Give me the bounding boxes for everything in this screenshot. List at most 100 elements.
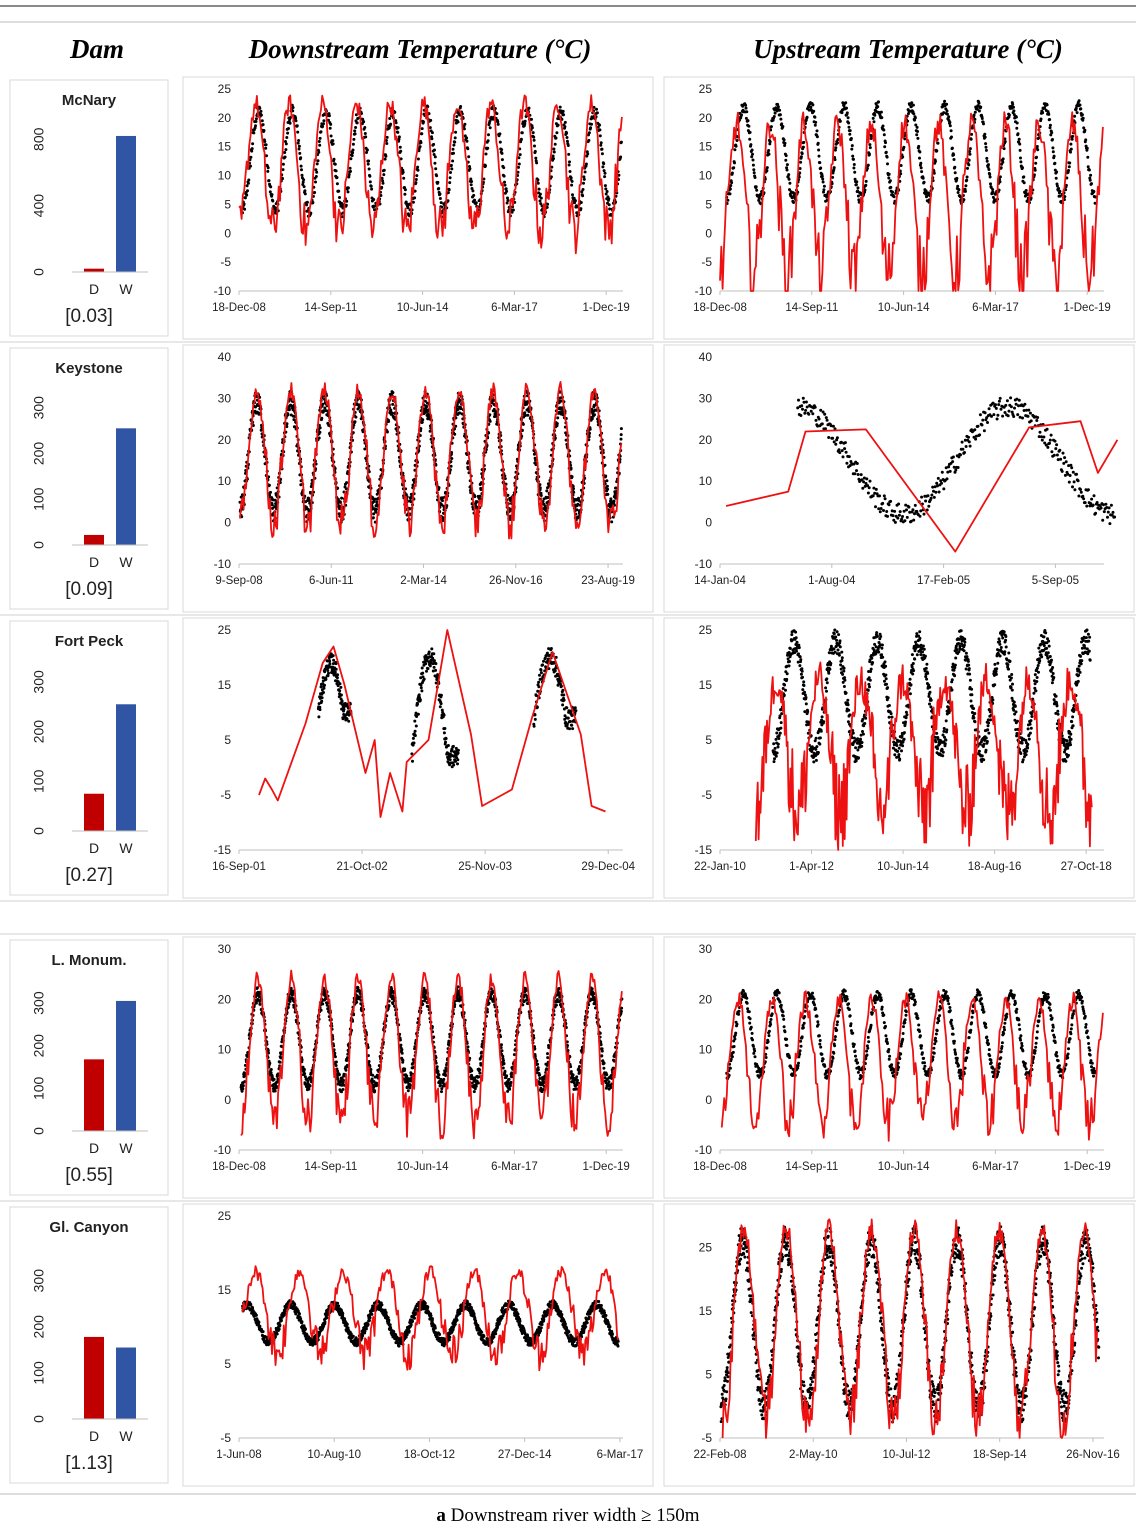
observed-point	[1007, 409, 1011, 413]
observed-point	[851, 731, 855, 735]
observed-point	[469, 177, 473, 181]
observed-point	[998, 180, 1002, 184]
x-tick-label: 6-Mar-17	[972, 302, 1019, 314]
observed-point	[919, 161, 923, 165]
observed-point	[880, 646, 884, 650]
observed-point	[451, 147, 455, 151]
observed-point	[456, 120, 460, 124]
observed-point	[1077, 494, 1081, 498]
observed-point	[589, 126, 593, 130]
observed-point	[298, 151, 302, 155]
observed-point	[925, 677, 929, 681]
observed-point	[967, 163, 971, 167]
observed-point	[852, 736, 856, 740]
observed-point	[1005, 399, 1009, 403]
y-tick-label: 10	[699, 474, 713, 488]
observed-point	[353, 132, 357, 136]
observed-point	[1079, 490, 1083, 494]
observed-point	[800, 152, 804, 156]
observed-point	[488, 419, 492, 423]
observed-point	[920, 495, 924, 499]
observed-point	[991, 188, 995, 191]
observed-point	[1058, 189, 1062, 193]
observed-point	[281, 168, 285, 172]
observed-point	[919, 653, 923, 657]
observed-point	[1048, 123, 1052, 127]
observed-point	[328, 659, 332, 663]
bar-category-label: W	[119, 281, 133, 297]
observed-point	[1077, 99, 1081, 103]
observed-point	[814, 120, 818, 124]
observed-point	[874, 487, 878, 491]
observed-point	[1001, 157, 1005, 161]
observed-point	[1016, 132, 1020, 136]
observed-point	[317, 140, 321, 143]
observed-point	[869, 137, 873, 140]
observed-point	[908, 692, 912, 696]
observed-point	[527, 106, 531, 110]
observed-point	[799, 414, 803, 417]
observed-point	[363, 447, 367, 451]
observed-point	[805, 115, 809, 119]
observed-point	[1017, 137, 1021, 141]
observed-point	[537, 685, 541, 689]
observed-point	[838, 639, 842, 643]
observed-point	[765, 169, 769, 173]
observed-point	[582, 181, 585, 185]
simulated-line	[239, 380, 623, 540]
observed-point	[517, 162, 521, 166]
observed-point	[450, 167, 454, 171]
observed-point	[978, 413, 982, 417]
observed-point	[1012, 105, 1015, 109]
observed-point	[536, 178, 540, 182]
observed-point	[318, 708, 322, 712]
observed-point	[868, 146, 872, 150]
observed-point	[474, 201, 478, 205]
observed-point	[612, 499, 616, 503]
observed-point	[995, 417, 999, 421]
observed-point	[1036, 416, 1040, 419]
observed-point	[340, 699, 344, 703]
observed-point	[842, 666, 846, 670]
observed-point	[797, 398, 800, 402]
observed-point	[983, 135, 987, 139]
observed-point	[814, 418, 818, 422]
observed-point	[798, 655, 802, 659]
observed-point	[1022, 175, 1026, 179]
observed-point	[801, 688, 805, 692]
observed-point	[545, 205, 549, 209]
observed-point	[446, 199, 450, 203]
observed-point	[822, 720, 826, 724]
observed-point	[434, 668, 438, 672]
observed-point	[1022, 181, 1026, 185]
observed-point	[539, 671, 543, 675]
observed-point	[533, 144, 536, 148]
observed-point	[448, 176, 452, 180]
observed-point	[1061, 451, 1065, 455]
observed-point	[362, 120, 366, 124]
y-tick-label: -10	[214, 284, 232, 298]
observed-point	[853, 170, 857, 174]
observed-point	[1073, 488, 1077, 492]
observed-point	[923, 654, 927, 658]
observed-point	[326, 669, 330, 672]
observed-point	[335, 182, 339, 186]
observed-point	[904, 716, 908, 720]
observed-point	[1055, 453, 1059, 457]
observed-point	[335, 176, 339, 179]
observed-point	[974, 437, 978, 441]
observed-point	[568, 727, 572, 731]
observed-point	[573, 199, 577, 203]
observed-point	[403, 188, 407, 192]
observed-point	[361, 117, 365, 121]
header-dam: Dam	[69, 34, 124, 64]
observed-point	[851, 154, 855, 158]
width-ratio-label: [0.09]	[65, 579, 113, 600]
observed-point	[997, 399, 1001, 403]
observed-point	[834, 146, 838, 150]
y-tick-label: 25	[218, 82, 232, 96]
observed-point	[1058, 448, 1062, 452]
y-tick-label: -15	[214, 843, 232, 857]
width-ratio-label: [0.03]	[65, 306, 113, 327]
x-tick-label: 17-Feb-05	[917, 575, 970, 587]
